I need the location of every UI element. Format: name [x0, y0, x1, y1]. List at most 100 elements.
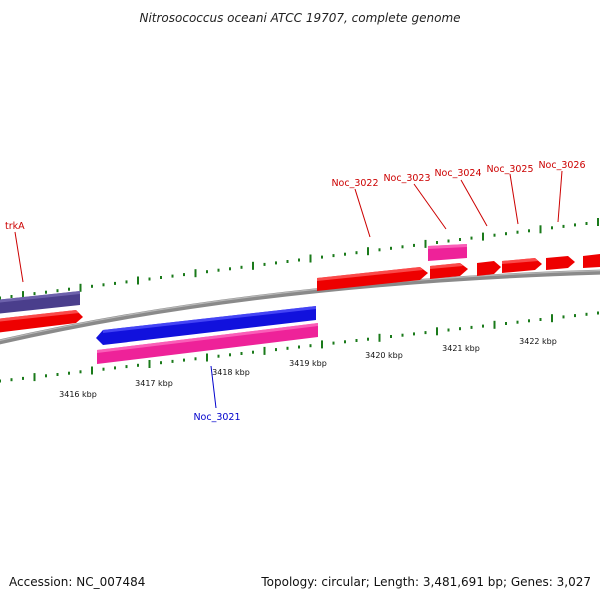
minor-tick [528, 229, 530, 233]
minor-tick [447, 239, 450, 243]
minor-tick [10, 378, 13, 382]
minor-tick [298, 345, 300, 349]
major-tick [321, 340, 323, 349]
minor-tick [493, 233, 496, 237]
minor-tick [217, 268, 220, 272]
major-tick [378, 333, 381, 342]
minor-tick [447, 328, 450, 332]
minor-tick [505, 232, 507, 236]
genome-backbone-highlight [0, 270, 600, 341]
minor-tick [194, 357, 197, 361]
major-tick [148, 360, 151, 368]
leader-trka [14, 231, 24, 283]
major-tick [367, 247, 369, 256]
leader-noc-3025 [509, 173, 519, 225]
map-title: Nitrosococcus oceani ATCC 19707, complet… [139, 11, 460, 25]
minor-tick [459, 238, 461, 241]
minor-tick [585, 312, 588, 316]
gene-label-noc-3021[interactable]: Noc_3021 [193, 412, 240, 423]
gene-feature-highlight [430, 263, 463, 269]
gene-label-noc-3025[interactable]: Noc_3025 [486, 164, 533, 175]
minor-tick [240, 265, 243, 269]
minor-tick [10, 295, 13, 298]
major-tick [194, 269, 197, 278]
minor-tick [562, 224, 565, 228]
minor-tick [344, 252, 346, 256]
minor-tick [160, 276, 162, 279]
minor-tick [378, 248, 381, 252]
minor-tick [482, 324, 484, 328]
major-tick [424, 239, 427, 248]
minor-tick [252, 350, 254, 354]
minor-tick [102, 367, 105, 371]
gene-feature-noc-3024[interactable] [477, 261, 501, 276]
minor-tick [45, 290, 47, 294]
minor-tick [125, 280, 128, 284]
gene-labels: trkA Noc_3021 Noc_3022 Noc_3023 Noc_3024… [5, 160, 586, 423]
minor-tick [148, 277, 151, 281]
minor-tick [22, 376, 24, 380]
gene-label-trka[interactable]: trkA [5, 221, 25, 232]
minor-tick [114, 281, 116, 285]
minor-tick [344, 340, 346, 344]
minor-tick [574, 223, 576, 227]
minor-tick [470, 325, 473, 329]
minor-tick [390, 246, 392, 250]
gene-feature-trka-red[interactable] [0, 310, 83, 333]
genome-summary-text: Topology: circular; Length: 3,481,691 bp… [260, 575, 591, 589]
minor-tick [275, 348, 277, 352]
minor-tick [355, 339, 358, 342]
minor-tick [171, 274, 174, 278]
minor-tick [367, 337, 369, 341]
minor-tick [413, 332, 415, 336]
minor-tick [390, 335, 392, 338]
minor-tick [160, 361, 162, 365]
gene-label-noc-3024[interactable]: Noc_3024 [434, 168, 481, 179]
minor-tick [286, 346, 289, 350]
leader-noc-3024 [460, 179, 488, 227]
minor-tick [298, 258, 300, 262]
major-tick [309, 254, 312, 263]
gene-feature-trka-purple[interactable] [0, 291, 80, 314]
minor-tick [332, 341, 335, 345]
gene-feature-noc-3026[interactable] [546, 256, 575, 270]
gene-label-noc-3022[interactable]: Noc_3022 [331, 178, 378, 189]
gene-feature-noc-3021-pink[interactable] [97, 323, 318, 364]
minor-tick [597, 311, 599, 315]
axis-label: 3417 kbp [135, 379, 173, 388]
gene-feature-highlight [0, 291, 80, 303]
axis-label: 3421 kbp [442, 344, 480, 353]
leader-noc-3023 [413, 183, 447, 230]
major-tick [539, 225, 542, 234]
minor-tick [401, 245, 404, 249]
minor-tick [114, 366, 116, 370]
gene-features [0, 244, 600, 364]
gene-label-noc-3026[interactable]: Noc_3026 [538, 160, 585, 171]
axis-label: 3420 kbp [365, 351, 403, 360]
gene-feature-highlight [502, 258, 538, 264]
minor-tick [539, 318, 542, 321]
major-tick [206, 353, 208, 362]
minor-tick [125, 365, 128, 369]
minor-tick [206, 270, 208, 274]
gene-feature-partial-right[interactable] [583, 254, 600, 268]
gene-feature-highlight [0, 310, 79, 322]
minor-tick [505, 322, 507, 325]
label-leaders [14, 170, 563, 409]
minor-tick [229, 353, 231, 357]
minor-tick [68, 287, 70, 291]
minor-tick [574, 314, 576, 318]
major-tick [263, 346, 266, 355]
minor-tick [516, 320, 519, 324]
accession-text: Accession: NC_007484 [9, 575, 145, 589]
minor-tick [91, 284, 93, 288]
major-tick [79, 283, 82, 292]
gene-feature-noc-3022[interactable] [317, 267, 428, 291]
gene-label-noc-3023[interactable]: Noc_3023 [383, 173, 430, 184]
gene-feature-noc-3021-blue[interactable] [96, 306, 316, 345]
minor-tick [102, 283, 105, 287]
minor-tick [275, 261, 277, 265]
axis-labels: 3416 kbp 3417 kbp 3418 kbp 3419 kbp 3420… [59, 337, 557, 399]
axis-label: 3416 kbp [59, 390, 97, 399]
